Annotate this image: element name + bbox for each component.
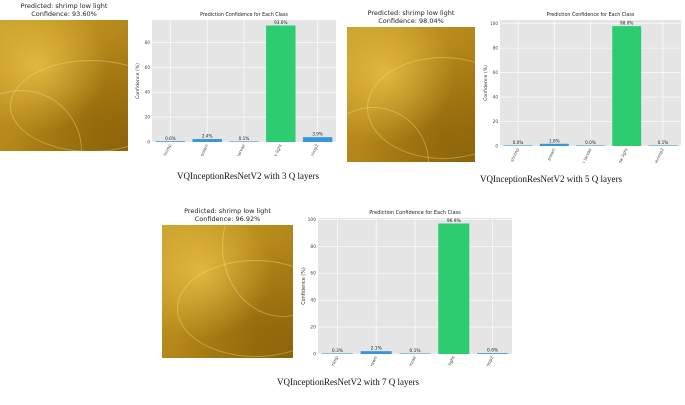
bar-shrimp-larvae [399, 353, 431, 354]
shrimp-image-2 [347, 27, 475, 162]
bar-shrimp-low-light [612, 26, 642, 147]
prediction-line-3: Predicted: shrimp low light [184, 207, 271, 215]
prediction-line-1: Predicted: shrimp low light [20, 2, 108, 10]
y-tick-label: 60 [310, 271, 316, 277]
bar-shrimp-larvae [576, 145, 605, 146]
data-label: 1.8% [549, 138, 560, 143]
x-tick-label: prawn [546, 147, 556, 161]
x-tick-label: shrimp larvae [229, 143, 246, 156]
data-label: 0.1% [658, 140, 669, 145]
data-label: 3.9% [312, 132, 323, 137]
x-tick-label: shrimp larvae [400, 355, 418, 366]
confidence-chart-2: Prediction Confidence for Each Class 0 20 4… [483, 12, 681, 163]
bar-shrimp-low-light [438, 223, 470, 354]
y-tick-label: 20 [145, 115, 151, 120]
prediction-title-3: Predicted: shrimp low light Confidence: … [162, 207, 293, 223]
bar-prawn [539, 143, 569, 146]
bar-shrimp-larvae [229, 141, 259, 142]
data-label: 2.1% [371, 346, 382, 352]
bar-farm-shrimp [155, 141, 186, 142]
data-label: 96.9% [447, 218, 461, 224]
y-tick-label: 20 [310, 325, 316, 331]
x-tick-label: shrimp low light [436, 355, 456, 366]
x-tick-label: shrimp2 [482, 355, 495, 366]
bar-shrimp2 [302, 137, 333, 142]
x-tick-label: farm shrimp [323, 355, 340, 366]
confidence-line-3: Confidence: 96.92% [194, 215, 261, 223]
confidence-line-2: Confidence: 98.04% [378, 17, 444, 25]
y-tick-label: 40 [493, 95, 499, 100]
bar-shrimp2 [648, 145, 678, 146]
bar-shrimp-low-light [266, 25, 296, 142]
x-tick-label: farm shrimp [505, 147, 520, 163]
x-tick-label: prawn [368, 355, 379, 366]
x-tick-label: shrimp2 [308, 143, 320, 156]
data-label: 0.3% [332, 348, 343, 354]
figure-caption-1: VQInceptionResNetV2 with 3 Q layers [177, 171, 319, 181]
y-tick-label: 100 [308, 217, 317, 223]
chart-title: Prediction Confidence for Each Class [547, 12, 635, 18]
y-tick-label: 0 [495, 143, 498, 148]
y-tick-label: 0 [313, 352, 316, 358]
y-tick-label: 100 [490, 21, 498, 26]
y-tick-label: 80 [493, 46, 499, 51]
chart-title: Prediction Confidence for Each Class [200, 12, 288, 18]
data-label: 93.6% [274, 20, 287, 25]
y-tick-label: 60 [493, 70, 499, 75]
data-label: 0.0% [585, 140, 596, 145]
data-label: 0.6% [487, 348, 498, 354]
data-label: 98.0% [620, 21, 633, 26]
x-tick-label: farm shrimp [157, 143, 172, 156]
y-axis-label: Confidence (%) [135, 63, 141, 99]
confidence-chart-3: Prediction Confidence for Each Class 0 20 4… [301, 210, 512, 366]
shrimp-image-3 [162, 225, 293, 358]
figure-caption-3: VQInceptionResNetV2 with 7 Q layers [277, 377, 419, 387]
data-label: 0.6% [165, 136, 176, 141]
x-tick-label: shrimp low light [610, 147, 629, 163]
y-axis-label: Confidence (%) [483, 65, 489, 101]
bar-shrimp2 [477, 353, 509, 354]
figure-caption-2: VQInceptionResNetV2 with 5 Q layers [480, 174, 622, 184]
x-tick-label: prawn [199, 143, 209, 156]
y-tick-label: 40 [310, 298, 316, 304]
bar-farm-shrimp [321, 353, 353, 354]
prediction-title-2: Predicted: shrimp low light Confidence: … [347, 9, 475, 25]
data-label: 0.0% [513, 140, 524, 145]
y-tick-label: 20 [493, 119, 499, 124]
y-tick-label: 40 [145, 90, 151, 95]
x-tick-label: shrimp low light [264, 143, 283, 156]
chart-title: Prediction Confidence for Each Class [369, 210, 461, 216]
prediction-line-2: Predicted: shrimp low light [367, 9, 455, 17]
bar-prawn [192, 139, 222, 142]
y-tick-label: 60 [145, 65, 151, 70]
confidence-chart-1: Prediction Confidence for Each Class 0 20 4… [135, 12, 336, 156]
data-label: 0.1% [239, 136, 250, 141]
shrimp-image-1 [0, 20, 128, 151]
y-tick-label: 0 [147, 139, 150, 144]
data-label: 0.1% [409, 348, 420, 354]
prediction-title-1: Predicted: shrimp low light Confidence: … [0, 2, 128, 18]
confidence-line-1: Confidence: 93.60% [31, 10, 97, 18]
y-axis-label: Confidence (%) [301, 267, 307, 305]
y-tick-label: 80 [310, 244, 316, 250]
data-label: 2.4% [202, 134, 213, 139]
y-tick-label: 80 [145, 40, 151, 45]
x-tick-label: shrimp larvae [576, 147, 593, 163]
x-tick-label: shrimp2 [653, 147, 665, 163]
bar-prawn [360, 351, 392, 354]
bar-farm-shrimp [503, 145, 533, 146]
